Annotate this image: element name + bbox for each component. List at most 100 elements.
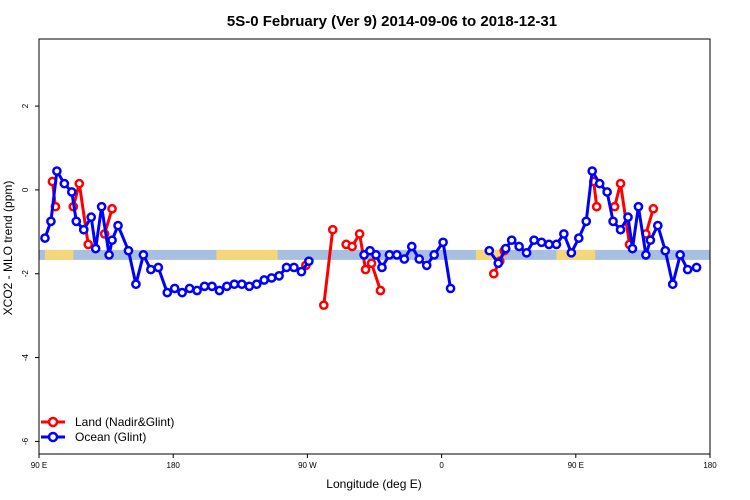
data-point [429, 250, 439, 260]
data-point [199, 281, 210, 292]
data-point [521, 247, 532, 258]
chart-title: 5S-0 February (Ver 9) 2014-09-06 to 2018… [227, 13, 557, 30]
data-point [251, 279, 262, 290]
plot-frame [38, 38, 711, 455]
x-tick-label: 180 [167, 461, 181, 470]
data-point [591, 201, 602, 212]
data-point [438, 237, 448, 248]
data-point [177, 287, 187, 298]
series-land [47, 176, 659, 311]
data-point [259, 275, 270, 285]
data-point [318, 300, 329, 311]
data-point [414, 254, 425, 264]
data-point [506, 235, 517, 246]
data-point [536, 237, 547, 248]
data-point [274, 270, 284, 281]
series-line [488, 169, 697, 286]
legend: Land (Nadir&Glint) Ocean (Glint) [41, 415, 174, 444]
data-point [573, 233, 584, 243]
legend-ocean-label: Ocean (Glint) [75, 430, 146, 444]
legend-land-marker [47, 416, 59, 428]
data-point [131, 279, 141, 290]
data-point [445, 283, 456, 294]
band-land-segment [44, 249, 74, 260]
data-point [169, 283, 180, 294]
data-point [90, 243, 101, 254]
data-point [107, 203, 117, 214]
data-point [633, 201, 644, 212]
data-point [78, 224, 89, 235]
data-point [123, 245, 134, 256]
data-point [648, 203, 659, 214]
data-point [184, 283, 195, 294]
data-point [493, 258, 504, 269]
data-point [559, 229, 569, 239]
data-point [514, 241, 524, 252]
data-point [145, 264, 156, 275]
data-point [484, 245, 495, 256]
data-point [281, 262, 292, 273]
x-tick-label: 0 [439, 461, 444, 470]
data-point [652, 220, 663, 231]
band-land-segment [216, 249, 278, 260]
data-point [660, 245, 671, 256]
data-point [566, 247, 577, 258]
data-point [392, 250, 402, 260]
data-point [229, 279, 240, 290]
data-point [360, 264, 371, 275]
data-point [384, 250, 395, 260]
y-axis-label: XCO2 - MLO trend (ppm) [1, 181, 15, 316]
data-point [236, 279, 247, 290]
data-point [244, 281, 255, 292]
x-axis-label: Longitude (deg E) [326, 477, 421, 491]
data-point [296, 266, 307, 277]
data-point [354, 229, 365, 239]
series-layer [40, 166, 702, 311]
data-point [377, 262, 387, 273]
data-point [214, 285, 225, 296]
x-tick-label: 90 E [568, 461, 584, 470]
data-point [623, 212, 633, 223]
data-point [645, 235, 656, 246]
data-point [207, 281, 217, 292]
y-tick-label: -4 [21, 353, 30, 361]
x-tick-label: 90 W [298, 461, 317, 470]
data-point [104, 250, 114, 260]
data-point [641, 250, 651, 260]
legend-ocean-marker [47, 431, 59, 443]
data-point [667, 279, 678, 290]
x-tick-label: 180 [703, 461, 717, 470]
data-point [421, 260, 432, 271]
data-point [347, 241, 357, 252]
data-point [86, 212, 97, 223]
data-point [544, 239, 554, 250]
data-point [406, 241, 417, 252]
axes-ticks: 90 E 180 90 W 0 90 E 180 2 0 -2 -4 -6 [21, 103, 717, 470]
data-point [71, 216, 82, 227]
data-point [266, 273, 277, 283]
data-point [608, 216, 618, 227]
data-point [327, 224, 338, 235]
data-point [289, 262, 299, 273]
data-point [615, 224, 626, 235]
data-point [113, 220, 123, 231]
legend-land-label: Land (Nadir&Glint) [75, 415, 174, 429]
data-point [83, 239, 94, 250]
data-point [371, 250, 381, 260]
data-point [162, 287, 173, 298]
y-tick-label: 2 [21, 103, 30, 108]
data-point [59, 178, 70, 189]
data-point [627, 243, 638, 254]
data-point [153, 262, 164, 273]
data-point [74, 178, 85, 189]
band-land-segment [556, 249, 596, 260]
data-point [615, 178, 626, 189]
data-point [581, 216, 592, 227]
data-point [691, 262, 702, 273]
data-point [587, 166, 598, 176]
data-point [399, 254, 410, 264]
series-ocean [40, 166, 702, 298]
y-tick-label: -2 [21, 270, 30, 278]
data-point [107, 235, 117, 246]
